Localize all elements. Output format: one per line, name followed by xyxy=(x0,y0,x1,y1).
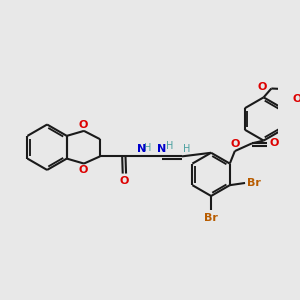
Text: H: H xyxy=(166,141,173,151)
Text: O: O xyxy=(120,176,129,186)
Text: N: N xyxy=(137,144,147,154)
Text: N: N xyxy=(158,144,167,154)
Text: Br: Br xyxy=(204,213,218,223)
Text: Br: Br xyxy=(247,178,261,188)
Text: H: H xyxy=(143,143,151,153)
Text: O: O xyxy=(79,165,88,175)
Text: O: O xyxy=(292,94,300,104)
Text: H: H xyxy=(183,144,190,154)
Text: O: O xyxy=(269,138,279,148)
Text: O: O xyxy=(230,139,239,149)
Text: O: O xyxy=(79,119,88,130)
Text: O: O xyxy=(257,82,266,92)
